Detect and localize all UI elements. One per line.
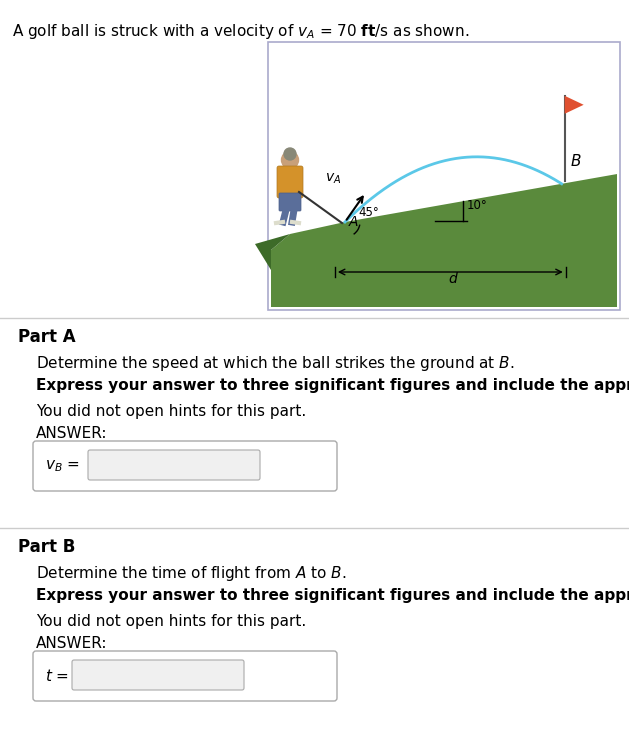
Text: Express your answer to three significant figures and include the appropriate uni: Express your answer to three significant… bbox=[36, 378, 629, 393]
Polygon shape bbox=[255, 234, 290, 270]
Text: A golf ball is struck with a velocity of $v_{A}$ = 70 $\mathbf{ft}$/s as shown.: A golf ball is struck with a velocity of… bbox=[12, 22, 469, 41]
Circle shape bbox=[282, 152, 299, 169]
Polygon shape bbox=[565, 96, 584, 114]
Text: $d$: $d$ bbox=[448, 271, 459, 286]
Text: Determine the speed at which the ball strikes the ground at $B$.: Determine the speed at which the ball st… bbox=[36, 354, 515, 373]
Text: $A$: $A$ bbox=[348, 215, 359, 229]
FancyBboxPatch shape bbox=[268, 42, 620, 310]
Text: Part A: Part A bbox=[18, 328, 75, 346]
Text: Express your answer to three significant figures and include the appropriate uni: Express your answer to three significant… bbox=[36, 588, 629, 603]
Text: 10°: 10° bbox=[467, 199, 487, 212]
FancyBboxPatch shape bbox=[88, 450, 260, 480]
Text: You did not open hints for this part.: You did not open hints for this part. bbox=[36, 404, 306, 419]
Circle shape bbox=[284, 148, 296, 160]
Text: Part B: Part B bbox=[18, 538, 75, 556]
FancyBboxPatch shape bbox=[72, 660, 244, 690]
Text: ANSWER:: ANSWER: bbox=[36, 426, 108, 441]
Polygon shape bbox=[271, 174, 617, 307]
Text: $t$ =: $t$ = bbox=[45, 668, 69, 684]
Text: $B$: $B$ bbox=[570, 153, 581, 169]
FancyBboxPatch shape bbox=[277, 166, 303, 198]
Text: Determine the time of flight from $A$ to $B$.: Determine the time of flight from $A$ to… bbox=[36, 564, 347, 583]
FancyBboxPatch shape bbox=[279, 193, 301, 211]
Text: You did not open hints for this part.: You did not open hints for this part. bbox=[36, 614, 306, 629]
FancyBboxPatch shape bbox=[33, 651, 337, 701]
FancyBboxPatch shape bbox=[33, 441, 337, 491]
Text: ANSWER:: ANSWER: bbox=[36, 636, 108, 651]
Text: $v_B$ =: $v_B$ = bbox=[45, 458, 80, 474]
Text: 45°: 45° bbox=[358, 206, 379, 219]
Text: $v_A$: $v_A$ bbox=[325, 172, 341, 186]
